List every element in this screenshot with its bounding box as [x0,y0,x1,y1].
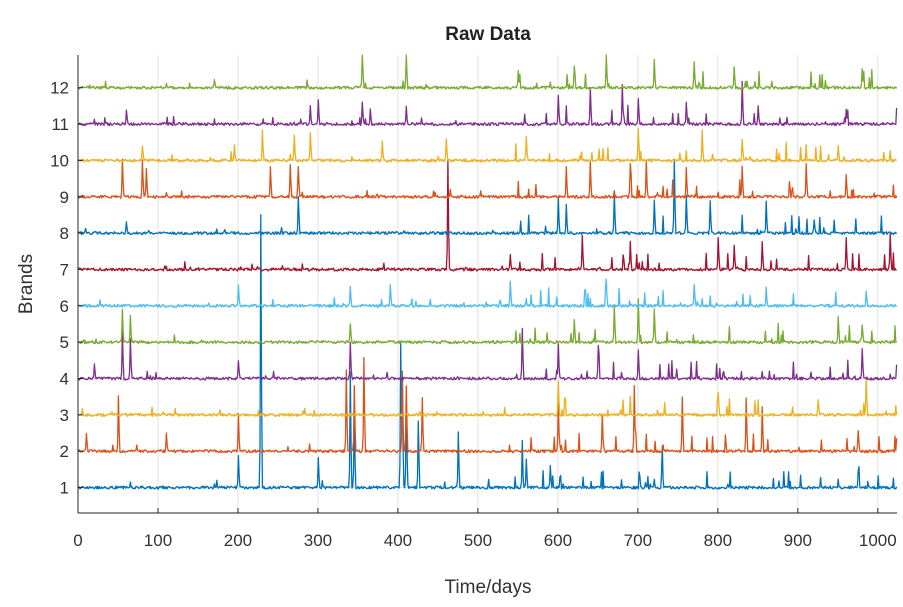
x-tick-label: 0 [73,531,82,550]
y-tick-label: 11 [51,115,69,134]
series-line-brand-11 [77,80,898,127]
x-axis-label: Time/days [445,577,532,598]
series-line-brand-4 [77,327,898,381]
y-axis-label: Brands [16,254,37,314]
series-line-brand-2 [78,356,898,454]
series-group [77,54,898,490]
y-tick-label: 10 [50,151,69,170]
x-tick-label: 700 [624,531,652,550]
series-line-brand-5 [77,297,897,345]
x-tick-label: 800 [704,531,732,550]
series-line-brand-6 [77,278,897,308]
x-axis-ticks: 0 100 200 300 400 500 600 700 800 900 1000 [73,508,897,550]
y-tick-label: 3 [60,406,69,425]
y-tick-label: 8 [60,224,69,243]
x-tick-label: 900 [784,531,812,550]
series-line-brand-3 [77,376,898,417]
y-tick-label: 6 [60,297,69,316]
x-tick-label: 100 [144,531,172,550]
x-tick-label: 400 [384,531,412,550]
series-line-brand-10 [77,127,897,163]
series-line-brand-7 [78,159,897,272]
series-line-brand-9 [77,158,898,199]
y-tick-label: 5 [60,333,69,352]
y-tick-label: 2 [60,442,69,461]
x-tick-label: 1000 [859,531,897,550]
y-tick-label: 4 [60,370,69,389]
x-tick-label: 200 [224,531,252,550]
y-tick-label: 7 [60,260,69,279]
chart-title: Raw Data [445,24,531,45]
series-line-brand-8 [77,160,898,236]
y-tick-label: 9 [60,188,69,207]
x-tick-label: 600 [544,531,572,550]
x-tick-label: 500 [464,531,492,550]
series-line-brand-1 [78,214,898,490]
series-line-brand-12 [77,54,898,90]
x-tick-label: 300 [304,531,332,550]
plot-area [78,55,897,513]
y-tick-label: 12 [50,79,69,98]
y-tick-label: 1 [60,479,69,498]
